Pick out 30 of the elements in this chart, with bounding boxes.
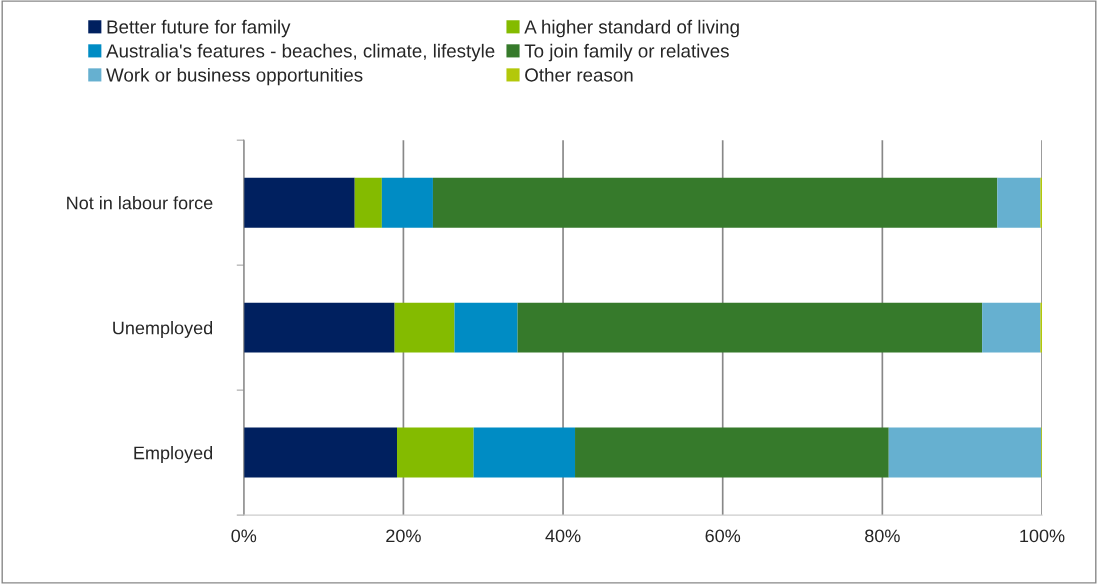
y-tick-label: Unemployed [113, 321, 213, 338]
bar [397, 427, 474, 478]
bar [243, 427, 398, 478]
bar [432, 177, 998, 228]
x-tick-label: 20% [386, 529, 421, 543]
bar [997, 177, 1041, 228]
legend-label: A higher standard of living [524, 19, 739, 38]
bar [888, 427, 1042, 478]
bar [381, 177, 433, 228]
bar [394, 302, 455, 353]
bar [473, 427, 576, 478]
bar [575, 427, 889, 478]
legend-label: Other reason [525, 67, 633, 82]
bar [354, 177, 382, 228]
bar [454, 302, 518, 353]
legend-label: Work or business opportunities [106, 67, 363, 86]
bar [517, 302, 983, 353]
x-tick-label: 40% [545, 529, 581, 543]
y-tick-label: Employed [134, 446, 213, 463]
bar [982, 302, 1041, 353]
legend-label: Better future for family [107, 19, 291, 38]
y-tick-label: Not in labour force [67, 196, 213, 210]
x-tick-label: 100% [1020, 529, 1065, 543]
bar [243, 177, 355, 228]
legend-label: Australia's features - beaches, climate, lifestyle [106, 43, 495, 62]
x-tick-label: 60% [705, 529, 741, 543]
bar [243, 302, 395, 353]
x-tick-label: 0% [231, 529, 257, 543]
x-tick-label: 80% [865, 529, 900, 543]
legend-label: To join family or relatives [524, 43, 729, 62]
